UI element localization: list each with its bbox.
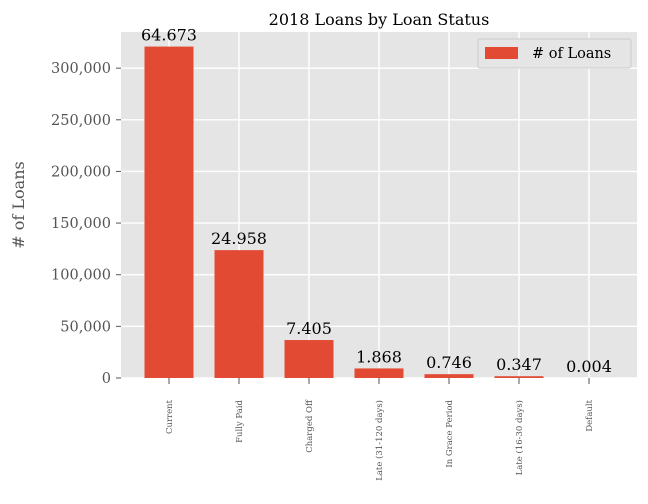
- bar: [424, 374, 474, 378]
- y-axis-label: # of Loans: [9, 161, 28, 248]
- bars-group: [144, 46, 614, 378]
- bar-value-label: 0.746: [426, 353, 472, 372]
- bar-value-label: 0.347: [496, 355, 542, 374]
- bar: [494, 376, 544, 378]
- x-tick-label: Fully Paid: [235, 399, 245, 442]
- legend-box: [477, 38, 632, 69]
- y-tick-label: 150,000: [51, 216, 111, 232]
- x-axis: Current Fully Paid Charged Off Late (31-120…: [165, 378, 595, 481]
- y-tick-label: 0: [102, 371, 111, 387]
- x-tick-label: Default: [585, 399, 595, 431]
- x-tick-label: Current: [165, 399, 175, 434]
- legend-swatch: [485, 47, 518, 59]
- x-tick-label: In Grace Period: [445, 399, 455, 467]
- legend: # of Loans: [477, 38, 632, 69]
- y-tick-label: 200,000: [51, 164, 111, 180]
- bar-value-label: 1.868: [356, 347, 402, 366]
- x-tick-label: Late (16-30 days): [514, 400, 525, 475]
- bar: [284, 340, 334, 378]
- y-tick-label: 300,000: [51, 61, 111, 77]
- bar: [144, 46, 194, 378]
- legend-label: # of Loans: [532, 46, 611, 62]
- y-axis: 0 50,000 100,000 150,000 200,000 250,000 300,0…: [51, 61, 121, 387]
- y-tick-label: 250,000: [51, 113, 111, 129]
- x-tick-label: Late (31-120 days): [374, 400, 385, 481]
- y-tick-label: 100,000: [51, 268, 111, 284]
- chart-title: 2018 Loans by Loan Status: [269, 10, 490, 29]
- bar: [354, 368, 404, 378]
- x-tick-label: Charged Off: [305, 399, 315, 453]
- bar-value-label: 24.958: [211, 229, 267, 248]
- bar: [214, 250, 264, 378]
- data-labels-group: 64.673 24.958 7.405 1.868 0.746 0.347 0.004: [141, 26, 612, 376]
- bar-value-label: 7.405: [286, 319, 332, 338]
- y-tick-label: 50,000: [60, 319, 111, 335]
- bar-value-label: 0.004: [566, 357, 612, 376]
- bar-value-label: 64.673: [141, 26, 197, 45]
